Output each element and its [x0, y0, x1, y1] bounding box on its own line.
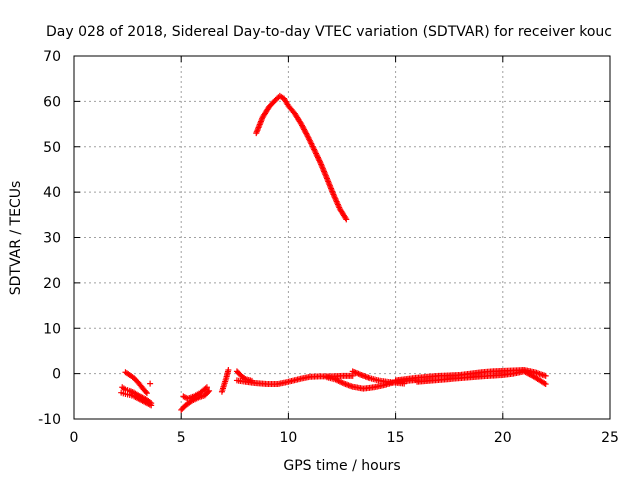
data-point-fill: [316, 157, 323, 164]
series-arc-c: [122, 369, 150, 397]
data-point-fill: [205, 389, 211, 396]
series-arc-e: [180, 384, 210, 402]
x-tick-label: 10: [279, 430, 297, 446]
chart-title: Day 028 of 2018, Sidereal Day-to-day VTE…: [46, 24, 612, 40]
x-tick-label: 20: [494, 430, 512, 446]
y-tick-label: 60: [43, 94, 61, 110]
y-tick-label: 50: [43, 140, 61, 156]
series-arc-d: [178, 387, 213, 413]
data-points: [118, 92, 549, 413]
x-tick-label: 15: [387, 430, 405, 446]
y-axis-label: SDTVAR / TECUs: [8, 181, 24, 296]
data-point: [311, 146, 318, 153]
y-tick-label: -10: [38, 412, 61, 428]
y-tick-label: 40: [43, 185, 61, 201]
series-isolated: [147, 380, 154, 387]
data-point: [148, 402, 155, 409]
data-point-fill: [313, 151, 320, 158]
data-point-fill: [202, 385, 209, 392]
y-tick-label: 10: [43, 321, 61, 337]
data-point-fill: [142, 388, 149, 395]
data-point-fill: [312, 149, 319, 156]
series-arc-b: [118, 389, 155, 409]
series-arc-m: [414, 368, 549, 388]
series-arc-i: [253, 92, 350, 223]
y-tick-label: 30: [43, 231, 61, 247]
x-axis-label: GPS time / hours: [283, 458, 400, 474]
data-point-fill: [314, 154, 321, 161]
data-point-fill: [314, 153, 321, 160]
data-point: [542, 372, 549, 379]
grid-lines: [74, 56, 610, 419]
data-point: [203, 384, 210, 391]
y-tick-label: 20: [43, 276, 61, 292]
x-tick-label: 25: [601, 430, 619, 446]
series-arc-g: [233, 372, 356, 388]
data-point: [542, 381, 549, 388]
data-point-fill: [342, 215, 349, 222]
data-point: [143, 390, 150, 397]
data-point: [401, 380, 408, 387]
data-point-fill: [541, 380, 548, 387]
data-point-fill: [316, 158, 323, 165]
data-point: [343, 216, 350, 223]
data-point-fill: [311, 147, 318, 154]
y-tick-label: 0: [52, 367, 61, 383]
data-point-fill: [315, 156, 322, 163]
data-point: [225, 366, 232, 373]
y-tick-label: 70: [43, 49, 61, 65]
data-point-fill: [313, 150, 320, 157]
x-tick-label: 0: [70, 430, 79, 446]
series-arc-f: [218, 366, 232, 395]
data-point: [147, 380, 154, 387]
series-arc-h: [233, 368, 255, 384]
data-point: [248, 377, 255, 384]
axis-ticks: 0 5 10 15 20 25 -10 0 10 20 30 40 50 60 70: [38, 49, 619, 446]
x-tick-label: 5: [177, 430, 186, 446]
data-point: [206, 387, 213, 394]
